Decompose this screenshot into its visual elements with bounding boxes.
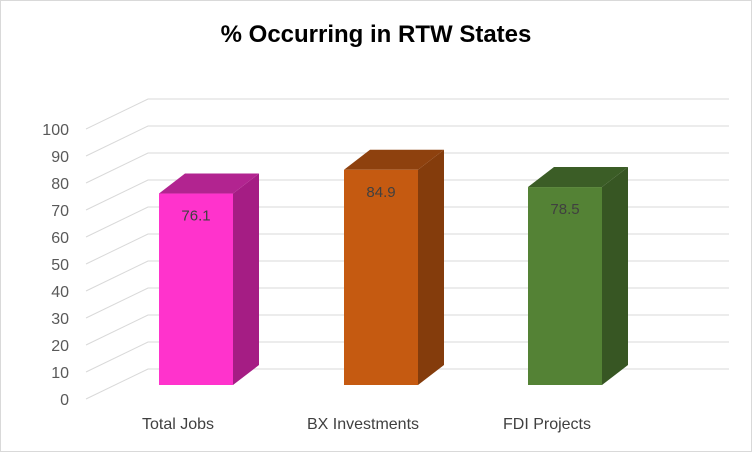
data-label: 78.5 xyxy=(550,201,579,218)
gridline xyxy=(85,179,729,211)
y-tick-label: 50 xyxy=(51,257,69,274)
y-tick-label: 0 xyxy=(60,392,69,409)
chart-title: % Occurring in RTW States xyxy=(220,21,532,48)
bar xyxy=(159,173,259,385)
bar-front xyxy=(344,169,418,385)
y-tick-label: 100 xyxy=(42,122,69,139)
x-category-label: Total Jobs xyxy=(142,416,214,433)
bar xyxy=(528,167,628,385)
y-tick-label: 60 xyxy=(51,230,69,247)
bar xyxy=(344,149,444,385)
y-tick-label: 70 xyxy=(51,203,69,220)
bar-top xyxy=(528,167,628,188)
bar-top xyxy=(159,173,259,194)
y-tick-label: 10 xyxy=(51,365,69,382)
data-label: 84.9 xyxy=(366,184,395,201)
x-category-label: FDI Projects xyxy=(503,416,591,433)
y-tick-label: 30 xyxy=(51,311,69,328)
x-category-label: BX Investments xyxy=(307,416,419,433)
y-tick-label: 80 xyxy=(51,176,69,193)
gridline xyxy=(85,125,729,157)
y-tick-label: 40 xyxy=(51,284,69,301)
gridline xyxy=(85,152,729,184)
gridline xyxy=(85,98,729,130)
y-tick-label: 20 xyxy=(51,338,69,355)
bar-side xyxy=(602,167,628,385)
bar-top xyxy=(344,149,444,170)
bar-side xyxy=(418,149,444,385)
bar-front xyxy=(159,193,233,385)
bar-front xyxy=(528,187,602,385)
bar-side xyxy=(233,173,259,385)
data-label: 76.1 xyxy=(181,208,210,225)
y-tick-label: 90 xyxy=(51,149,69,166)
